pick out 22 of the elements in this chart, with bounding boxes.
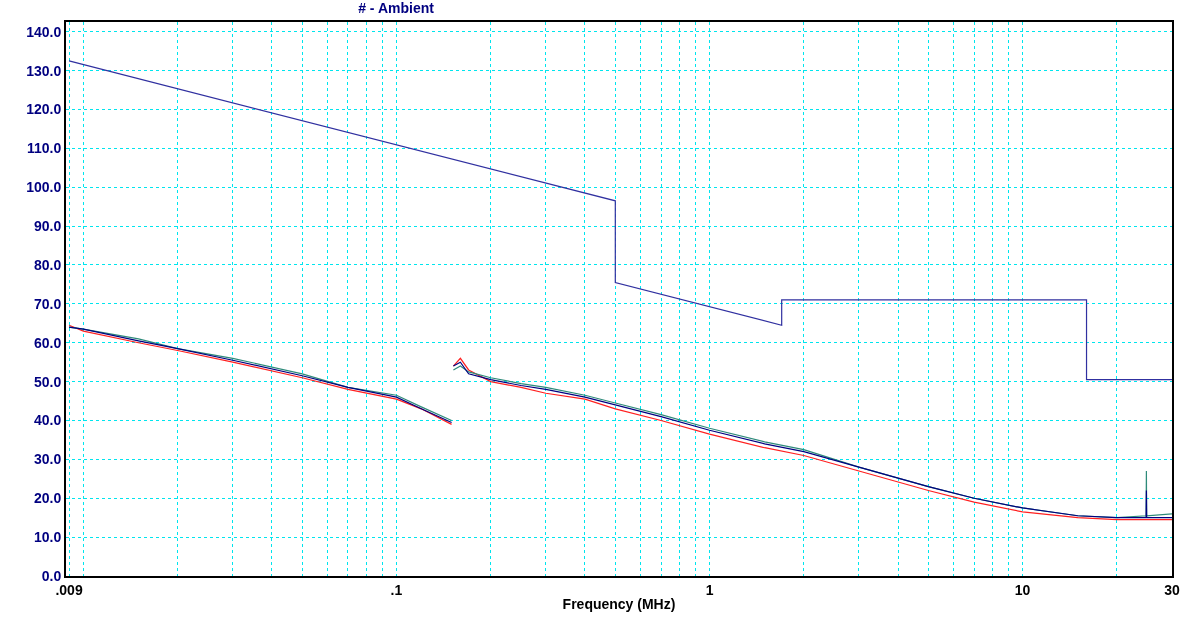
y-tick-label: 20.0	[33, 490, 62, 507]
x-tick-label: 1	[705, 581, 714, 598]
y-tick-label: 100.0	[26, 179, 62, 196]
y-tick-label: 10.0	[33, 529, 62, 546]
y-tick-label: 110.0	[26, 140, 62, 157]
y-tick-label: 30.0	[33, 451, 62, 468]
x-axis-title: Frequency (MHz)	[562, 595, 676, 612]
x-tick-label: 10	[1014, 581, 1031, 598]
y-tick-label: 40.0	[33, 412, 62, 429]
x-tick-label: .009	[55, 581, 83, 598]
y-tick-label: 140.0	[26, 23, 62, 40]
y-tick-label: 90.0	[33, 218, 62, 235]
y-tick-label: 130.0	[26, 62, 62, 79]
x-tick-label: 30	[1164, 581, 1180, 598]
y-tick-label: 120.0	[26, 101, 62, 118]
y-tick-label: 0.0	[41, 567, 62, 584]
y-tick-label: 70.0	[33, 295, 62, 312]
chart-title: # - Ambient	[358, 0, 435, 16]
y-tick-label: 80.0	[33, 256, 62, 273]
x-tick-label: .1	[390, 581, 403, 598]
y-tick-label: 50.0	[33, 373, 62, 390]
y-tick-label: 60.0	[33, 334, 62, 351]
